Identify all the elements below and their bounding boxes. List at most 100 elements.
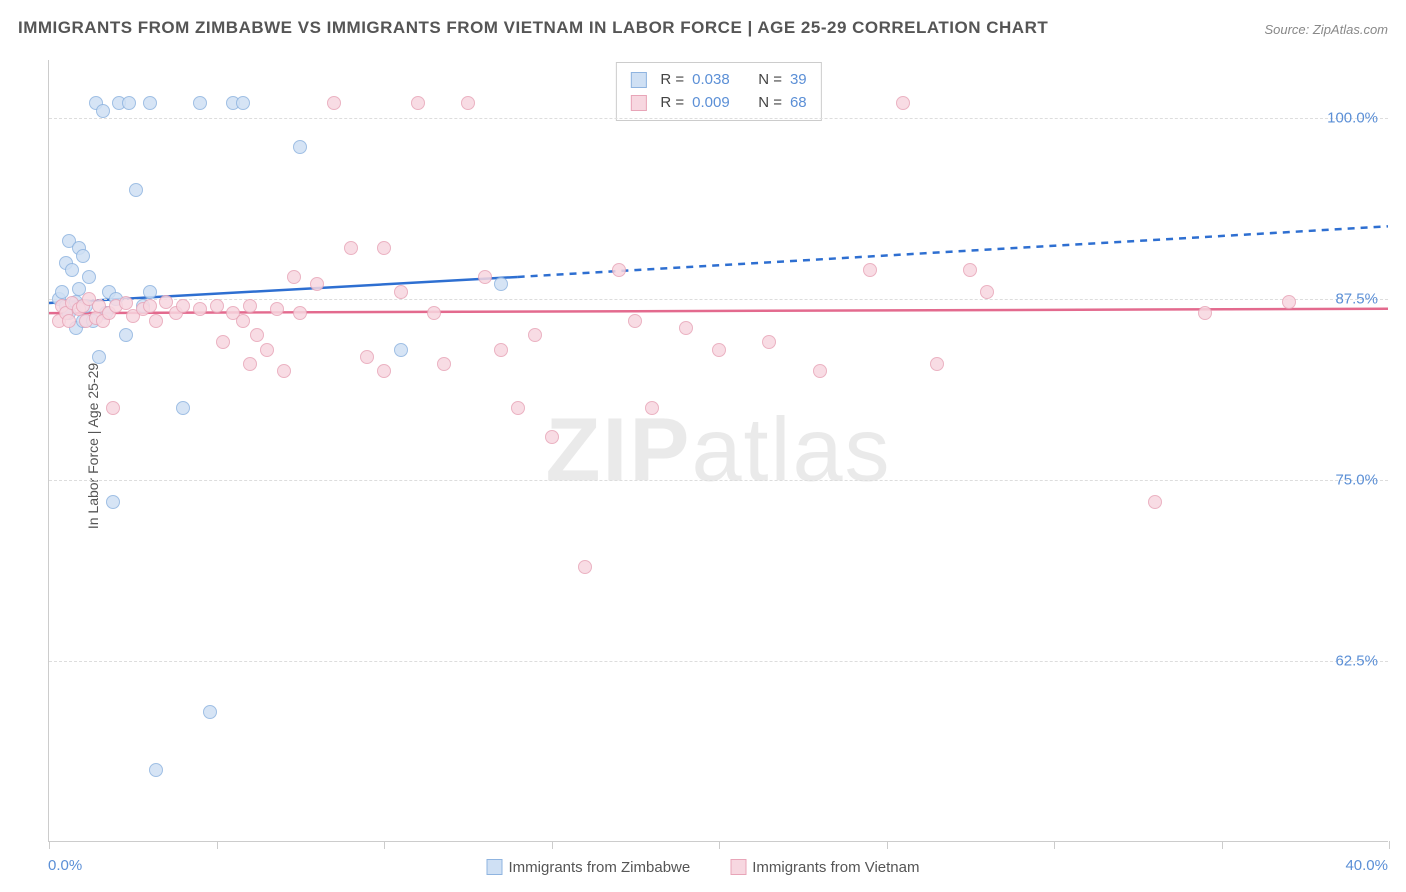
n-label: N =: [758, 69, 782, 92]
scatter-point: [106, 495, 120, 509]
scatter-point: [980, 285, 994, 299]
scatter-point: [260, 343, 274, 357]
grid-line: [49, 480, 1388, 481]
scatter-point: [411, 96, 425, 110]
r-value: 0.038: [692, 69, 730, 92]
scatter-point: [360, 350, 374, 364]
y-tick-label: 75.0%: [1335, 471, 1378, 488]
grid-line: [49, 661, 1388, 662]
scatter-point: [176, 401, 190, 415]
scatter-point: [896, 96, 910, 110]
legend-series-name: Immigrants from Vietnam: [752, 859, 919, 876]
scatter-point: [478, 270, 492, 284]
correlation-chart: IMMIGRANTS FROM ZIMBABWE VS IMMIGRANTS F…: [0, 0, 1406, 892]
x-tick: [1389, 841, 1390, 849]
legend-series-name: Immigrants from Zimbabwe: [509, 859, 691, 876]
scatter-point: [243, 299, 257, 313]
scatter-point: [82, 270, 96, 284]
scatter-point: [92, 350, 106, 364]
scatter-point: [528, 328, 542, 342]
scatter-point: [863, 263, 877, 277]
scatter-point: [55, 285, 69, 299]
scatter-point: [119, 296, 133, 310]
scatter-point: [511, 401, 525, 415]
scatter-point: [344, 241, 358, 255]
scatter-point: [293, 140, 307, 154]
scatter-point: [122, 96, 136, 110]
scatter-point: [236, 314, 250, 328]
r-value: 0.009: [692, 92, 730, 115]
scatter-point: [762, 335, 776, 349]
scatter-point: [277, 364, 291, 378]
scatter-point: [243, 357, 257, 371]
legend-swatch: [630, 72, 646, 88]
scatter-point: [119, 328, 133, 342]
scatter-point: [461, 96, 475, 110]
scatter-point: [76, 249, 90, 263]
scatter-point: [65, 263, 79, 277]
scatter-point: [494, 277, 508, 291]
scatter-point: [159, 295, 173, 309]
scatter-point: [143, 96, 157, 110]
x-axis-max-label: 40.0%: [1345, 857, 1388, 874]
scatter-point: [1148, 495, 1162, 509]
n-label: N =: [758, 92, 782, 115]
scatter-point: [377, 364, 391, 378]
source-label: Source: ZipAtlas.com: [1264, 22, 1388, 37]
y-tick-label: 100.0%: [1327, 109, 1378, 126]
watermark-atlas: atlas: [691, 400, 891, 500]
scatter-point: [62, 314, 76, 328]
scatter-point: [143, 285, 157, 299]
legend-swatch: [730, 859, 746, 875]
r-label: R =: [660, 92, 684, 115]
chart-title: IMMIGRANTS FROM ZIMBABWE VS IMMIGRANTS F…: [18, 18, 1048, 38]
scatter-point: [193, 302, 207, 316]
scatter-point: [963, 263, 977, 277]
stats-legend-row: R = 0.038 N = 39: [630, 69, 806, 92]
scatter-point: [143, 299, 157, 313]
stats-legend: R = 0.038 N = 39R = 0.009 N = 68: [615, 62, 821, 121]
n-value: 68: [790, 92, 807, 115]
legend-item: Immigrants from Vietnam: [730, 859, 919, 876]
scatter-point: [327, 96, 341, 110]
scatter-point: [270, 302, 284, 316]
x-tick: [719, 841, 720, 849]
watermark-zip: ZIP: [545, 400, 691, 500]
n-value: 39: [790, 69, 807, 92]
scatter-point: [813, 364, 827, 378]
x-tick: [49, 841, 50, 849]
scatter-point: [210, 299, 224, 313]
scatter-point: [293, 306, 307, 320]
scatter-point: [628, 314, 642, 328]
scatter-point: [437, 357, 451, 371]
scatter-point: [377, 241, 391, 255]
x-tick: [384, 841, 385, 849]
plot-area: ZIPatlas R = 0.038 N = 39R = 0.009 N = 6…: [48, 60, 1388, 842]
scatter-point: [149, 314, 163, 328]
x-tick: [1222, 841, 1223, 849]
scatter-point: [1198, 306, 1212, 320]
scatter-point: [494, 343, 508, 357]
scatter-point: [578, 560, 592, 574]
scatter-point: [149, 763, 163, 777]
scatter-point: [612, 263, 626, 277]
x-tick: [217, 841, 218, 849]
watermark: ZIPatlas: [545, 399, 891, 502]
x-tick: [887, 841, 888, 849]
scatter-point: [394, 285, 408, 299]
legend-swatch: [487, 859, 503, 875]
y-tick-label: 62.5%: [1335, 652, 1378, 669]
scatter-point: [106, 401, 120, 415]
scatter-point: [129, 183, 143, 197]
stats-legend-row: R = 0.009 N = 68: [630, 92, 806, 115]
scatter-point: [193, 96, 207, 110]
scatter-point: [394, 343, 408, 357]
scatter-point: [203, 705, 217, 719]
scatter-point: [236, 96, 250, 110]
x-axis-min-label: 0.0%: [48, 857, 82, 874]
r-label: R =: [660, 69, 684, 92]
y-tick-label: 87.5%: [1335, 290, 1378, 307]
legend-swatch: [630, 95, 646, 111]
scatter-point: [250, 328, 264, 342]
scatter-point: [545, 430, 559, 444]
